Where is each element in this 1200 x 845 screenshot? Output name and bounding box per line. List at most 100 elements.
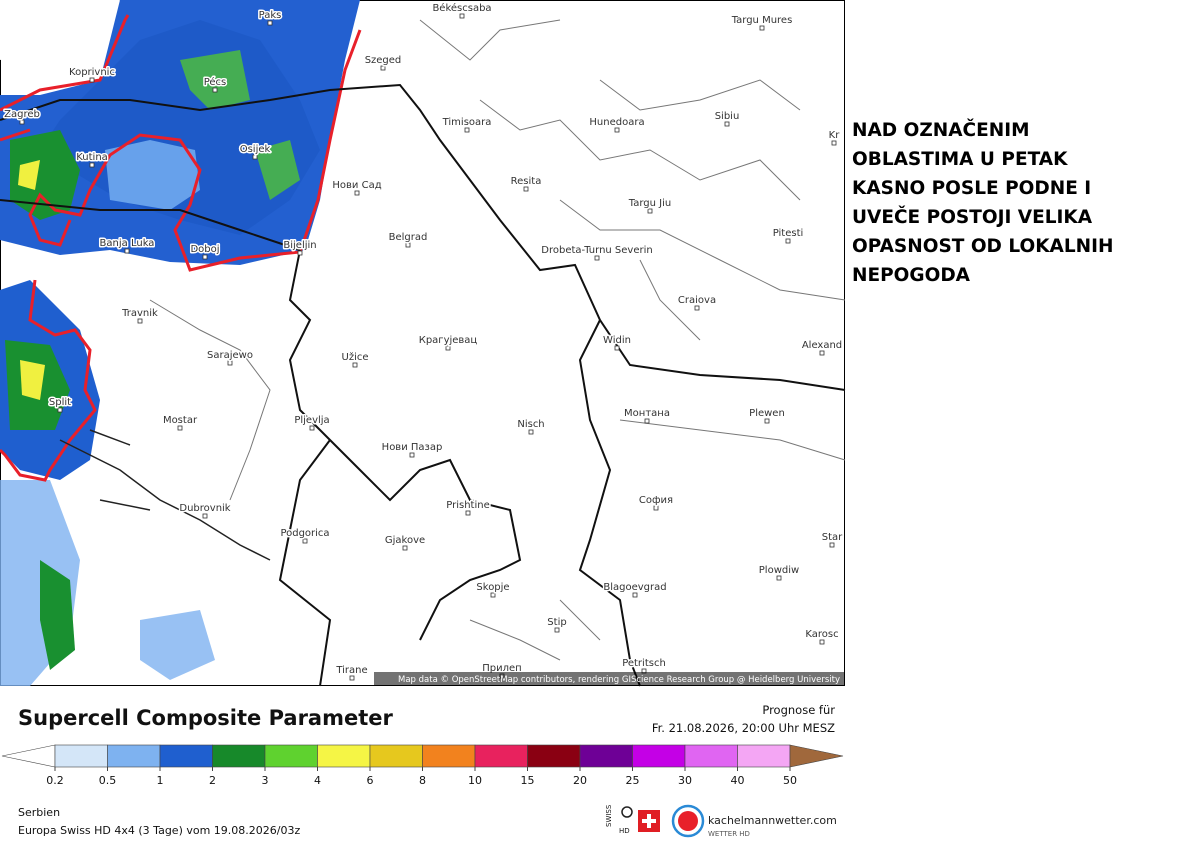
city-label: Užice (342, 351, 369, 363)
colorbar-segment (54, 744, 108, 768)
city-marker (137, 318, 143, 324)
city-marker (764, 418, 770, 424)
city-marker (309, 425, 315, 431)
city-marker (212, 87, 218, 93)
city-marker (252, 154, 258, 160)
colorbar-tick-label: 25 (626, 774, 640, 787)
colorbar-segment (579, 744, 633, 768)
city-label: Travnik (121, 308, 158, 319)
city-label: Resita (511, 176, 542, 187)
city-marker (89, 162, 95, 168)
colorbar: 0.2 0.5 1 2 3 4 6 8 10 15 20 25 30 40 50 (1, 744, 844, 787)
note-line: OBLASTIMA U PETAK (852, 149, 1068, 170)
model-run: Europa Swiss HD 4x4 (3 Tage) vom 19.08.2… (18, 824, 300, 837)
attribution-bg (374, 672, 844, 686)
city-label: Bijeljin (283, 240, 316, 251)
city-label: София (639, 495, 673, 506)
city-marker (302, 538, 308, 544)
city-marker (829, 542, 835, 548)
city-label: Mostar (163, 415, 198, 426)
colorbar-arrow (789, 744, 844, 768)
city-marker (819, 639, 825, 645)
colorbar-segment (632, 744, 686, 768)
city-marker (614, 345, 620, 351)
city-marker (409, 452, 415, 458)
colorbar-segment (159, 744, 213, 768)
colorbar-tick-label: 30 (678, 774, 692, 787)
city-label: Widin (603, 335, 631, 346)
precip-area (20, 360, 45, 400)
city-marker (528, 429, 534, 435)
brand-logo-inner (678, 811, 698, 831)
legend-title: Supercell Composite Parameter (18, 706, 394, 730)
colorbar-segment (527, 744, 581, 768)
city-marker (759, 25, 765, 31)
warning-outline (0, 14, 362, 272)
note-line: KASNO POSLE PODNE I (852, 178, 1092, 199)
city-marker (819, 350, 825, 356)
city-label: Skopje (476, 582, 509, 593)
city-label: Нови Сад (332, 180, 381, 191)
city-marker (380, 65, 386, 71)
city-label: Doboj (190, 244, 219, 255)
colorbar-segment (474, 744, 528, 768)
colorbar-segment (737, 744, 791, 768)
precip-area (18, 160, 40, 190)
city-marker (57, 407, 63, 413)
city-label: Dubrovnik (179, 503, 230, 514)
colorbar-segment (212, 744, 266, 768)
city-label: Plowdiw (759, 565, 799, 576)
city-marker (614, 127, 620, 133)
city-marker (647, 208, 653, 214)
city-label: Sarajewo (207, 350, 253, 361)
swiss-cross (642, 814, 656, 828)
hd-icon (621, 806, 633, 818)
city-label: Pitesti (773, 228, 804, 239)
city-label: Pljevlja (294, 415, 329, 426)
forecast-label: Prognose für (762, 703, 835, 717)
city-label: Timisoara (442, 117, 492, 128)
city-marker (354, 190, 360, 196)
city-label: Plewen (749, 408, 785, 419)
city-label: Alexand (802, 340, 842, 351)
city-marker (785, 238, 791, 244)
brand-sub: WETTER HD (708, 830, 750, 838)
city-label: Нови Пазар (382, 442, 443, 453)
colorbar-tick-label: 0.2 (46, 774, 64, 787)
precip-area (140, 610, 215, 680)
colorbar-tick-label: 6 (367, 774, 374, 787)
city-label: Sibiu (715, 111, 740, 122)
city-marker (402, 545, 408, 551)
city-label: Крагујевац (419, 334, 478, 346)
city-label: Banja Luka (100, 238, 155, 249)
swiss-logo: SWISS (605, 804, 613, 827)
city-label: Hunedoara (589, 117, 644, 128)
city-marker (644, 418, 650, 424)
city-label: Szeged (365, 55, 402, 66)
hd-logo: HD (619, 827, 630, 835)
city-marker (776, 575, 782, 581)
colorbar-tick-label: 1 (157, 774, 164, 787)
city-marker (19, 119, 25, 125)
city-marker (694, 305, 700, 311)
city-label: Split (49, 397, 71, 408)
region-border (149, 19, 846, 661)
colorbar-tick-label: 8 (419, 774, 426, 787)
city-label: Zagreb (4, 109, 40, 120)
city-marker (554, 627, 560, 633)
colorbar-tick-label: 0.5 (99, 774, 117, 787)
city-marker (267, 20, 273, 26)
city-label: Kutina (76, 152, 108, 163)
country-border (0, 83, 846, 687)
map: Paks Békéscsaba Targu Mures Koprivnic Pécs Sz… (0, 0, 846, 687)
city-label: Paks (259, 10, 282, 21)
colorbar-tick-label: 3 (262, 774, 269, 787)
city-label: Blagoevgrad (603, 582, 666, 593)
city-marker (653, 505, 659, 511)
city-label: Targu Mures (731, 15, 793, 26)
city-marker (724, 121, 730, 127)
colorbar-segment (684, 744, 738, 768)
city-label: Prishtine (446, 500, 489, 511)
city-label: Targu Jiu (628, 198, 671, 209)
